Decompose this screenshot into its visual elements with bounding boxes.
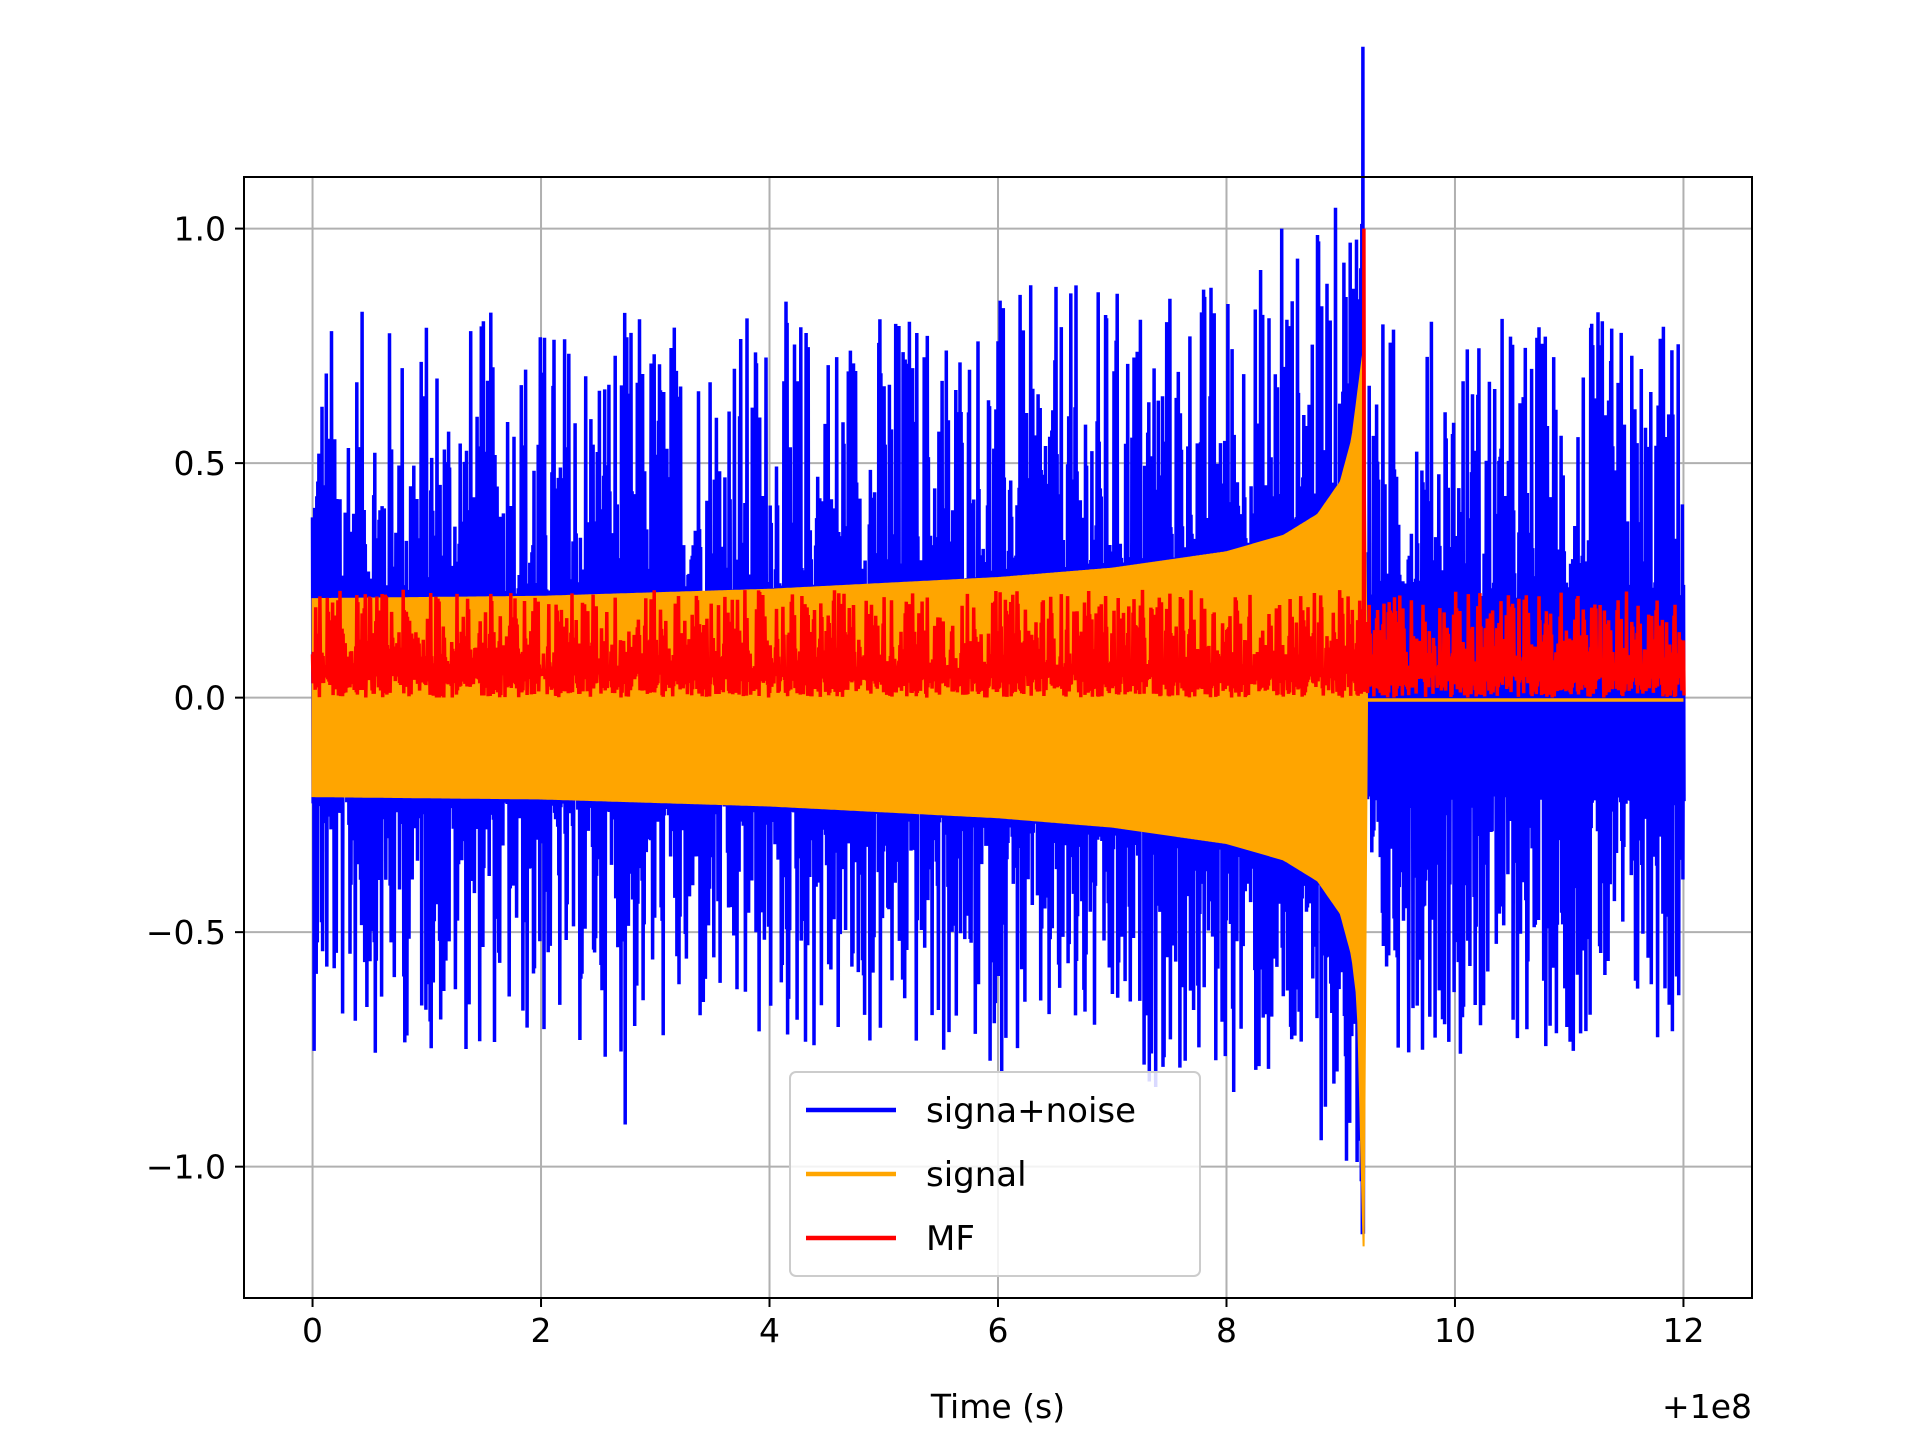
x-axis-offset-text: +1e8 bbox=[1662, 1387, 1752, 1426]
legend-entry: signal bbox=[926, 1155, 1027, 1195]
legend-entry: signa+noise bbox=[926, 1091, 1136, 1131]
x-tick-label: 4 bbox=[759, 1311, 780, 1350]
legend: signa+noise signal MF bbox=[789, 1071, 1201, 1277]
legend-entry: MF bbox=[926, 1219, 975, 1259]
y-tick-label: 0.5 bbox=[174, 444, 226, 483]
series-mf-line bbox=[310, 228, 1686, 698]
x-tick-label: 12 bbox=[1662, 1311, 1704, 1350]
x-tick-label: 8 bbox=[1216, 1311, 1237, 1350]
ticks: 0 2 4 6 8 10 12 −1.0 −0.5 0.0 0.5 1.0 bbox=[146, 210, 1705, 1350]
x-tick-label: 10 bbox=[1434, 1311, 1476, 1350]
y-tick-label: −1.0 bbox=[146, 1148, 226, 1187]
x-tick-label: 6 bbox=[988, 1311, 1009, 1350]
legend-box bbox=[789, 1071, 1201, 1277]
y-tick-label: 1.0 bbox=[174, 210, 226, 249]
plot-area: 0 2 4 6 8 10 12 −1.0 −0.5 0.0 0.5 1.0 bbox=[146, 46, 1753, 1350]
x-tick-label: 0 bbox=[302, 1311, 323, 1350]
series-layer bbox=[310, 46, 1686, 1247]
series-signal-fill bbox=[311, 350, 1369, 1247]
y-tick-label: 0.0 bbox=[174, 679, 226, 718]
y-tick-label: −0.5 bbox=[146, 913, 226, 952]
x-tick-label: 2 bbox=[531, 1311, 552, 1350]
x-axis-label: Time (s) bbox=[930, 1387, 1065, 1426]
